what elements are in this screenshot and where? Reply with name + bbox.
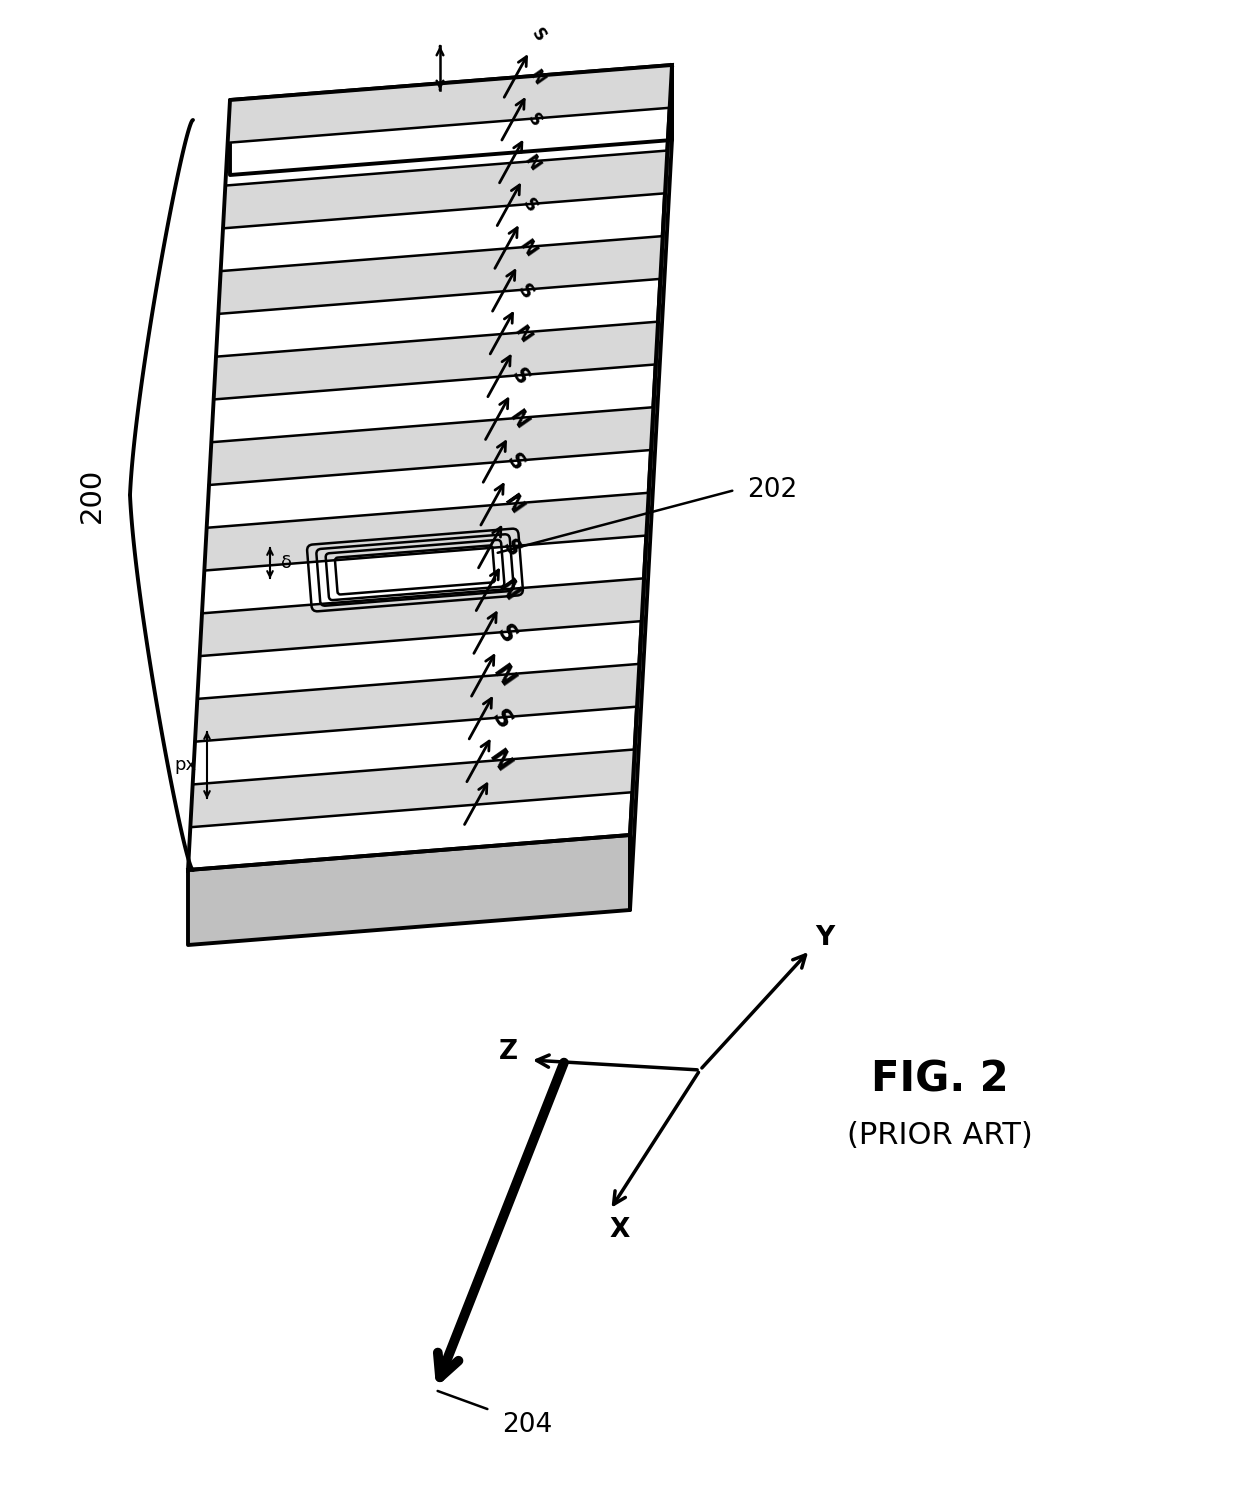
Text: N: N <box>525 67 548 88</box>
Polygon shape <box>229 66 672 175</box>
Polygon shape <box>188 66 672 870</box>
Text: 200: 200 <box>78 467 105 523</box>
Polygon shape <box>223 151 667 228</box>
Text: S: S <box>513 281 537 303</box>
Text: (PRIOR ART): (PRIOR ART) <box>847 1121 1033 1150</box>
Text: S: S <box>486 705 516 733</box>
Polygon shape <box>213 321 658 400</box>
Text: 202: 202 <box>746 476 797 503</box>
Text: S: S <box>502 449 528 475</box>
Text: N: N <box>492 576 523 606</box>
Text: S: S <box>523 110 544 130</box>
Text: S: S <box>507 364 532 388</box>
Text: N: N <box>505 406 531 433</box>
Polygon shape <box>188 835 630 945</box>
Text: N: N <box>484 746 515 778</box>
Polygon shape <box>630 66 672 911</box>
Text: X: X <box>610 1217 630 1244</box>
Text: Y: Y <box>816 926 835 951</box>
Text: 204: 204 <box>502 1412 552 1438</box>
Text: S: S <box>498 536 523 560</box>
Text: px: px <box>174 755 196 773</box>
Text: S: S <box>528 24 549 45</box>
Text: Z: Z <box>498 1039 517 1065</box>
Text: S: S <box>518 196 541 216</box>
Text: N: N <box>500 491 527 518</box>
Polygon shape <box>228 66 672 143</box>
Polygon shape <box>190 749 635 827</box>
Polygon shape <box>205 493 649 570</box>
Text: S: S <box>491 620 521 648</box>
Polygon shape <box>218 236 662 314</box>
Text: δ: δ <box>280 554 291 572</box>
Text: N: N <box>515 236 539 261</box>
Text: N: N <box>510 322 534 346</box>
Text: N: N <box>520 152 543 175</box>
Polygon shape <box>200 578 644 655</box>
Polygon shape <box>210 408 653 485</box>
Text: FIG. 2: FIG. 2 <box>872 1059 1009 1100</box>
Text: N: N <box>487 661 520 691</box>
Polygon shape <box>195 664 640 742</box>
